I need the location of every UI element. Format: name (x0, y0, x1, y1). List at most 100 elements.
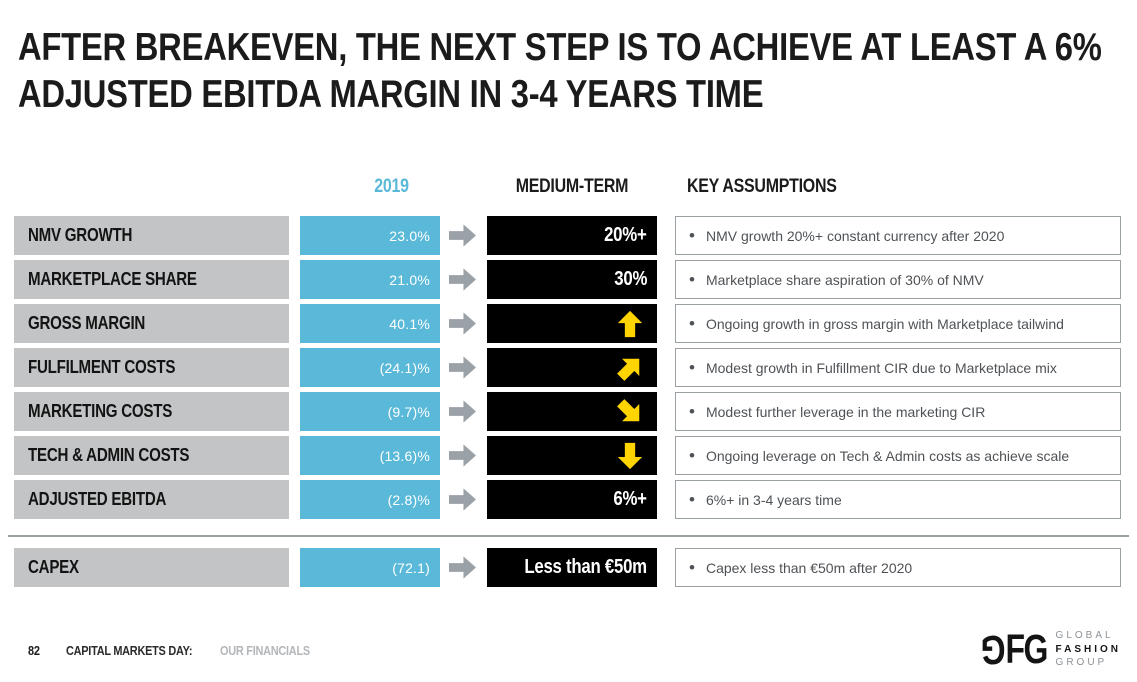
table-row: FULFILMENT COSTS (24.1)% • Modest growth… (0, 348, 1137, 387)
gfg-logo: GFG GLOBAL FASHION GROUP (964, 626, 1121, 673)
bullet-icon: • (689, 270, 695, 289)
metric-label: CAPEX (28, 557, 79, 577)
value-2019-text: (24.1)% (379, 359, 430, 376)
trend-arrow-up-right-icon (617, 358, 640, 381)
footer-breadcrumb: CAPITAL MARKETS DAY: OUR FINANCIALS (66, 643, 327, 658)
assumption-text: Capex less than €50m after 2020 (705, 559, 913, 576)
metric-label-bar: CAPEX (14, 548, 289, 587)
medium-term-target-box (487, 392, 657, 431)
table-row: ADJUSTED EBITDA (2.8)% 6%+ • 6%+ in 3-4 … (0, 480, 1137, 519)
footer-section-subtitle: OUR FINANCIALS (219, 643, 310, 658)
metric-label: ADJUSTED EBITDA (28, 489, 167, 509)
metric-label-bar: ADJUSTED EBITDA (14, 480, 289, 519)
metric-label-bar: MARKETPLACE SHARE (14, 260, 289, 299)
metric-label: MARKETING COSTS (28, 401, 173, 421)
metric-label: MARKETPLACE SHARE (28, 269, 197, 289)
column-header-2019: 2019 (374, 176, 410, 197)
assumption-box: • 6%+ in 3-4 years time (675, 480, 1121, 519)
page-number: 82 (28, 643, 40, 658)
transition-arrow-icon (444, 436, 480, 475)
medium-term-target-box: 20%+ (487, 216, 657, 255)
metric-label-bar: NMV GROWTH (14, 216, 289, 255)
bullet-icon: • (689, 358, 695, 377)
metric-label-bar: TECH & ADMIN COSTS (14, 436, 289, 475)
value-2019-text: 40.1% (389, 315, 430, 332)
column-header-key-assumptions: KEY ASSUMPTIONS (687, 176, 837, 197)
value-2019-text: 21.0% (389, 271, 430, 288)
bullet-icon: • (689, 226, 695, 245)
transition-arrow-icon (444, 548, 480, 587)
assumption-text: NMV growth 20%+ constant currency after … (705, 227, 1005, 244)
metric-label-bar: MARKETING COSTS (14, 392, 289, 431)
logo-line-global: GLOBAL (1055, 630, 1114, 642)
table-row: CAPEX (72.1) Less than €50m • Capex less… (0, 548, 1137, 587)
value-2019-bar: (2.8)% (300, 480, 440, 519)
logo-line-fashion: FASHION (1055, 643, 1121, 655)
footer: 82 CAPITAL MARKETS DAY: OUR FINANCIALS (28, 643, 327, 658)
metric-label-bar: FULFILMENT COSTS (14, 348, 289, 387)
table-row: MARKETPLACE SHARE 21.0% 30% • Marketplac… (0, 260, 1137, 299)
bullet-icon: • (689, 314, 695, 333)
metric-label: GROSS MARGIN (28, 313, 146, 333)
value-2019-text: (13.6)% (379, 447, 430, 464)
value-2019-bar: (9.7)% (300, 392, 440, 431)
value-2019-bar: (24.1)% (300, 348, 440, 387)
medium-term-target-text: 6%+ (613, 488, 648, 510)
table-row: TECH & ADMIN COSTS (13.6)% • Ongoing lev… (0, 436, 1137, 475)
assumption-text: Modest further leverage in the marketing… (705, 403, 986, 420)
value-2019-bar: (13.6)% (300, 436, 440, 475)
metric-label: FULFILMENT COSTS (28, 357, 176, 377)
medium-term-target-box (487, 436, 657, 475)
transition-arrow-icon (444, 392, 480, 431)
assumption-box: • Capex less than €50m after 2020 (675, 548, 1121, 587)
column-header-medium-term: MEDIUM-TERM (515, 176, 629, 197)
slide-title-line1: AFTER BREAKEVEN, THE NEXT STEP IS TO ACH… (18, 26, 1102, 69)
assumption-box: • Modest growth in Fulfillment CIR due t… (675, 348, 1121, 387)
gfg-wordmark: GLOBAL FASHION GROUP (1056, 629, 1121, 670)
transition-arrow-icon (444, 480, 480, 519)
table-row: GROSS MARGIN 40.1% • Ongoing growth in g… (0, 304, 1137, 343)
assumption-box: • Ongoing leverage on Tech & Admin costs… (675, 436, 1121, 475)
assumption-text: 6%+ in 3-4 years time (705, 491, 842, 508)
assumption-text: Marketplace share aspiration of 30% of N… (705, 271, 984, 288)
transition-arrow-icon (444, 348, 480, 387)
value-2019-text: (9.7)% (387, 403, 430, 420)
transition-arrow-icon (444, 260, 480, 299)
value-2019-bar: (72.1) (300, 548, 440, 587)
transition-arrow-icon (444, 216, 480, 255)
medium-term-target-box (487, 304, 657, 343)
assumption-box: • NMV growth 20%+ constant currency afte… (675, 216, 1121, 255)
value-2019-text: 23.0% (389, 227, 430, 244)
slide-title: AFTER BREAKEVEN, THE NEXT STEP IS TO ACH… (18, 24, 1137, 118)
bullet-icon: • (689, 446, 695, 465)
bullet-icon: • (689, 490, 695, 509)
medium-term-target-box: 30% (487, 260, 657, 299)
gfg-monogram: GFG (981, 626, 1048, 673)
bullet-icon: • (689, 402, 695, 421)
metric-label: NMV GROWTH (28, 225, 133, 245)
slide-title-line2: ADJUSTED EBITDA MARGIN IN 3-4 YEARS TIME (18, 73, 764, 116)
table-row: NMV GROWTH 23.0% 20%+ • NMV growth 20%+ … (0, 216, 1137, 255)
metric-label-bar: GROSS MARGIN (14, 304, 289, 343)
logo-line-group: GROUP (1055, 657, 1108, 669)
bullet-icon: • (689, 558, 695, 577)
value-2019-bar: 40.1% (300, 304, 440, 343)
section-divider (8, 535, 1129, 537)
assumption-box: • Marketplace share aspiration of 30% of… (675, 260, 1121, 299)
value-2019-text: (72.1) (392, 559, 430, 576)
medium-term-target-box: 6%+ (487, 480, 657, 519)
assumption-box: • Ongoing growth in gross margin with Ma… (675, 304, 1121, 343)
assumption-text: Ongoing growth in gross margin with Mark… (705, 315, 1064, 332)
metric-label: TECH & ADMIN COSTS (28, 445, 190, 465)
table-row: MARKETING COSTS (9.7)% • Modest further … (0, 392, 1137, 431)
value-2019-bar: 21.0% (300, 260, 440, 299)
footer-section-title: CAPITAL MARKETS DAY: (65, 643, 193, 658)
medium-term-target-text: 30% (614, 268, 647, 290)
trend-arrow-down-right-icon (617, 398, 640, 421)
assumption-box: • Modest further leverage in the marketi… (675, 392, 1121, 431)
medium-term-target-box: Less than €50m (487, 548, 657, 587)
trend-arrow-down-icon (617, 442, 643, 469)
assumption-text: Ongoing leverage on Tech & Admin costs a… (705, 447, 1070, 464)
assumption-text: Modest growth in Fulfillment CIR due to … (705, 359, 1057, 376)
